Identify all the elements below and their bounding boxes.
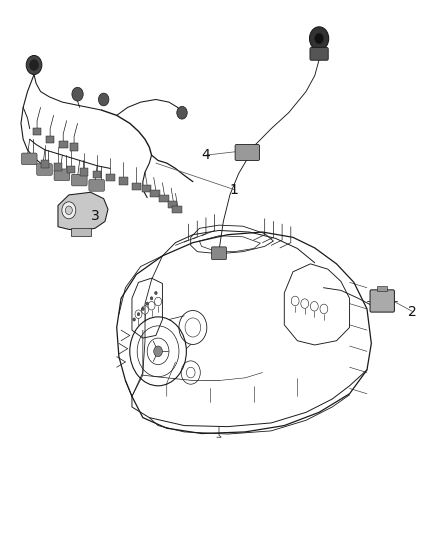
Bar bbox=[71, 228, 91, 236]
Text: 1: 1 bbox=[230, 183, 239, 197]
Bar bbox=[33, 127, 42, 135]
Bar bbox=[106, 174, 115, 181]
Bar bbox=[141, 185, 151, 192]
FancyBboxPatch shape bbox=[310, 47, 328, 60]
Circle shape bbox=[155, 292, 157, 295]
Circle shape bbox=[99, 93, 109, 106]
Bar bbox=[41, 160, 49, 168]
FancyBboxPatch shape bbox=[71, 174, 87, 186]
Circle shape bbox=[310, 27, 328, 50]
Circle shape bbox=[141, 308, 144, 311]
Circle shape bbox=[315, 33, 323, 44]
FancyBboxPatch shape bbox=[37, 164, 52, 175]
Bar bbox=[377, 286, 388, 292]
Text: 2: 2 bbox=[408, 304, 417, 319]
FancyBboxPatch shape bbox=[235, 144, 259, 160]
Bar bbox=[159, 196, 169, 203]
Bar bbox=[59, 141, 67, 148]
Bar bbox=[132, 183, 141, 190]
Bar bbox=[119, 177, 127, 185]
Circle shape bbox=[65, 206, 72, 215]
FancyBboxPatch shape bbox=[370, 290, 394, 312]
FancyBboxPatch shape bbox=[54, 169, 70, 181]
Bar bbox=[172, 206, 182, 213]
Polygon shape bbox=[58, 192, 108, 230]
FancyBboxPatch shape bbox=[21, 153, 37, 165]
Circle shape bbox=[154, 346, 162, 357]
FancyBboxPatch shape bbox=[89, 180, 105, 191]
Circle shape bbox=[30, 60, 39, 70]
Bar bbox=[46, 135, 54, 143]
Bar bbox=[67, 166, 75, 173]
Bar bbox=[93, 171, 102, 179]
Circle shape bbox=[72, 87, 83, 101]
Circle shape bbox=[137, 313, 140, 316]
Bar bbox=[150, 190, 160, 197]
Bar bbox=[53, 163, 62, 171]
Circle shape bbox=[133, 318, 135, 321]
Circle shape bbox=[26, 55, 42, 75]
Circle shape bbox=[146, 302, 148, 305]
Text: 4: 4 bbox=[201, 148, 210, 162]
Bar bbox=[168, 201, 177, 208]
Circle shape bbox=[177, 107, 187, 119]
Circle shape bbox=[150, 297, 153, 300]
Circle shape bbox=[62, 202, 76, 219]
FancyBboxPatch shape bbox=[212, 247, 226, 260]
Bar bbox=[70, 143, 78, 151]
Bar bbox=[80, 168, 88, 176]
Text: 3: 3 bbox=[91, 209, 99, 223]
